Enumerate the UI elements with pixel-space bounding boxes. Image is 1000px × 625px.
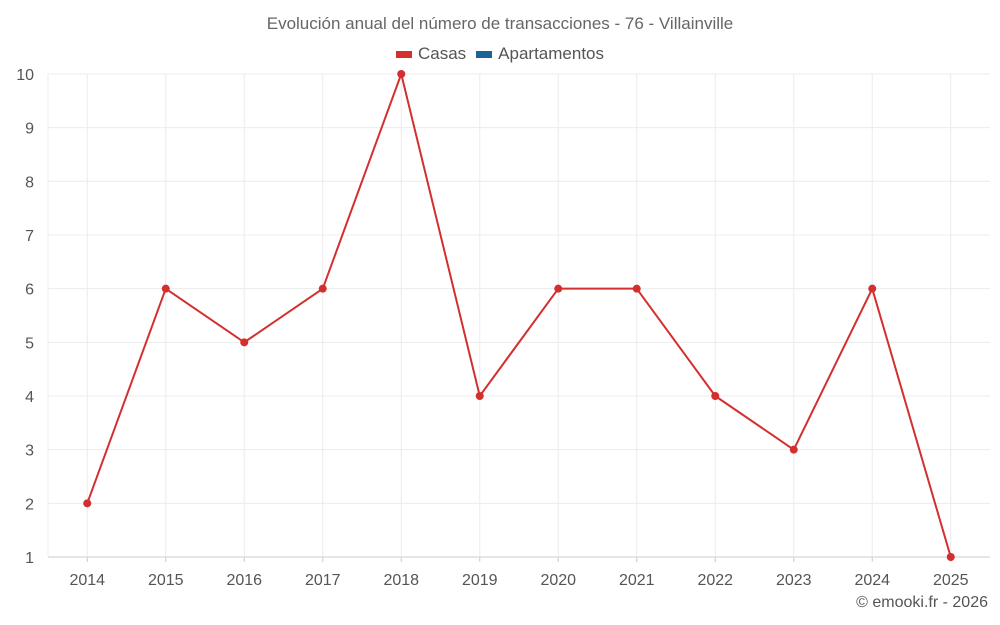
- data-point: [161, 284, 170, 293]
- y-tick-label: 6: [25, 282, 34, 299]
- y-tick-label: 4: [25, 389, 34, 406]
- x-tick-label: 2020: [540, 572, 576, 589]
- x-tick-label: 2021: [619, 572, 655, 589]
- x-tick-label: 2016: [226, 572, 262, 589]
- data-point: [789, 445, 798, 454]
- series-line-casas: [86, 73, 952, 558]
- legend-label-casas: Casas: [417, 44, 467, 63]
- data-point: [83, 499, 92, 508]
- legend-swatch-casas: [395, 50, 412, 58]
- y-tick-label: 2: [25, 496, 34, 513]
- data-point: [868, 284, 877, 293]
- y-tick-label: 1: [25, 550, 34, 567]
- legend-label-apartamentos: Apartamentos: [498, 44, 605, 63]
- x-tick-label: 2018: [383, 572, 419, 589]
- data-point: [632, 284, 641, 293]
- data-point: [397, 70, 406, 78]
- x-tick-label: 2024: [854, 572, 890, 589]
- x-tick-label: 2022: [697, 572, 733, 589]
- data-point: [554, 284, 563, 293]
- chart-title: Evolución anual del número de transaccio…: [266, 14, 734, 33]
- y-tick-label: 5: [25, 335, 34, 352]
- x-tick-label: 2017: [305, 572, 341, 589]
- y-tick-label: 9: [25, 121, 34, 138]
- y-tick-label: 8: [25, 174, 34, 191]
- data-point: [946, 553, 955, 561]
- legend: Casas Apartamentos: [0, 44, 1000, 64]
- credit-text: © emooki.fr - 2026: [856, 594, 988, 611]
- x-tick-label: 2015: [148, 572, 184, 589]
- y-tick-label: 7: [25, 228, 34, 245]
- data-point: [711, 392, 720, 400]
- x-tick-label: 2025: [933, 572, 969, 589]
- data-point: [240, 338, 249, 347]
- legend-swatch-apartamentos: [476, 50, 493, 58]
- x-tick-label: 2014: [69, 572, 105, 589]
- y-tick-label: 3: [25, 443, 34, 460]
- legend-item-apartamentos[interactable]: Apartamentos: [476, 44, 604, 64]
- y-tick-label: 10: [16, 67, 34, 84]
- legend-item-casas[interactable]: Casas: [395, 44, 467, 64]
- x-tick-label: 2019: [462, 572, 498, 589]
- data-point: [318, 284, 327, 293]
- data-point: [475, 392, 484, 400]
- x-tick-label: 2023: [776, 572, 812, 589]
